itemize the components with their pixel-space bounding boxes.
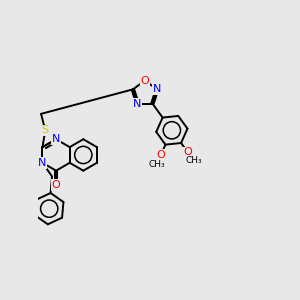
Text: N: N <box>153 84 161 94</box>
Text: N: N <box>38 158 47 168</box>
Text: CH₃: CH₃ <box>148 160 165 169</box>
Text: O: O <box>141 76 149 85</box>
Text: O: O <box>52 180 61 190</box>
Text: S: S <box>42 125 49 136</box>
Text: O: O <box>184 147 192 157</box>
Text: O: O <box>156 150 165 160</box>
Text: CH₃: CH₃ <box>186 156 202 165</box>
Text: N: N <box>52 134 60 144</box>
Text: N: N <box>133 99 142 109</box>
